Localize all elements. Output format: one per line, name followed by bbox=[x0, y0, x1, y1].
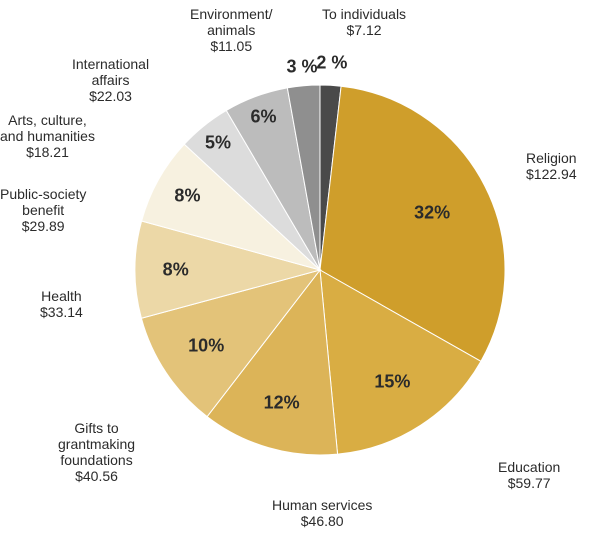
donation-pie-chart: 2 %To individuals $7.1232%Religion $122.… bbox=[0, 0, 600, 537]
pie-svg bbox=[0, 0, 600, 537]
